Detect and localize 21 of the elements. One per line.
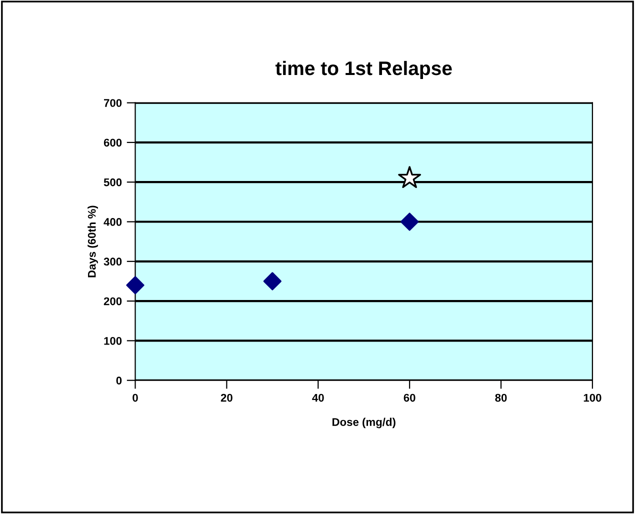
point xyxy=(126,276,144,294)
point xyxy=(400,212,419,231)
point xyxy=(263,272,282,290)
x-tick-label: 100 xyxy=(584,394,602,402)
x-axis-title: Dose (mg/d) xyxy=(332,418,396,428)
y-tick-label: 400 xyxy=(104,218,122,226)
x-tick-label: 40 xyxy=(312,394,324,402)
y-tick-label: 0 xyxy=(116,376,122,384)
x-tick-label: 20 xyxy=(220,394,232,402)
y-axis-title: Days (60th %) xyxy=(88,206,98,278)
y-tick-label: 200 xyxy=(104,297,122,306)
x-tick-label: 60 xyxy=(404,394,416,402)
point xyxy=(398,166,422,188)
y-tick-label: 700 xyxy=(104,99,122,107)
y-tick-label: 300 xyxy=(104,258,122,266)
y-tick-label: 600 xyxy=(104,138,122,147)
y-tick-label: 100 xyxy=(104,336,122,345)
chart-title: time to 1st Relapse xyxy=(275,60,452,80)
y-tick-label: 500 xyxy=(104,178,122,186)
x-tick-label: 0 xyxy=(132,394,138,402)
x-tick-label: 80 xyxy=(495,394,507,402)
